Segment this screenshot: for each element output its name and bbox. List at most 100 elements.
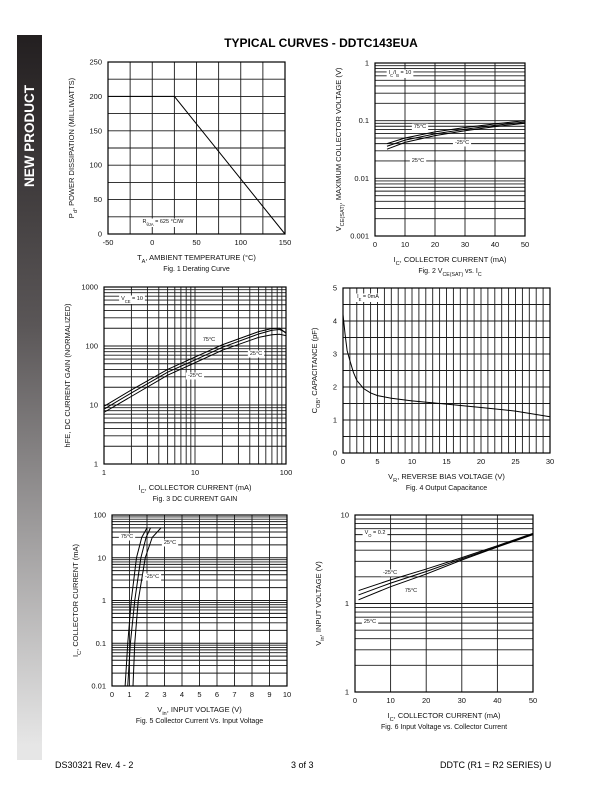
x-tick-label: 0 [341, 457, 345, 466]
plot-frame [111, 514, 288, 687]
x-axis-title: IC, COLLECTOR CURRENT (mA) [388, 711, 501, 723]
x-axis-title-part: C [141, 489, 145, 495]
x-tick-label: 8 [250, 690, 254, 699]
chart-annotation-part: I [357, 294, 359, 300]
y-axis-title-part: P [67, 213, 76, 218]
x-axis-title-part: V [388, 472, 393, 481]
footer-doc-number: DS30321 Rev. 4 - 2 [55, 760, 134, 770]
x-tick-label: 20 [431, 240, 439, 249]
annotation-background [161, 539, 179, 547]
y-tick-label: 150 [89, 126, 102, 135]
figure-caption: Fig. 1 Derating Curve [163, 266, 230, 273]
x-tick-label: 20 [477, 457, 485, 466]
x-axis-title: TA, AMBIENT TEMPERATURE (°C) [137, 253, 256, 265]
x-tick-label: 0 [150, 238, 154, 247]
y-axis-title-part: , POWER DISSIPATION (MILLIWATTS) [67, 77, 76, 210]
figure-caption: Fig. 6 Input Voltage vs. Collector Curre… [381, 724, 507, 731]
chart-annotation: 25°C [412, 158, 424, 164]
series-line [132, 527, 162, 687]
plot-frame [342, 287, 551, 454]
y-tick-label: 1 [345, 688, 349, 697]
footer-series: DDTC (R1 = R2 SERIES) U [440, 760, 552, 770]
x-tick-label: 1 [127, 690, 131, 699]
figure-caption: Fig. 3 DC CURRENT GAIN [153, 496, 238, 503]
y-axis-title-part: C [310, 407, 319, 413]
x-tick-label: 50 [192, 238, 200, 247]
y-tick-label: 10 [98, 553, 106, 562]
x-tick-label: 10 [283, 690, 291, 699]
chart-annotation: IE = 0mA [357, 294, 379, 302]
y-tick-label: 2 [333, 383, 337, 392]
series-line [103, 329, 287, 410]
y-tick-label: 0.001 [350, 232, 369, 241]
chart-annotation-part: = 625 °C/W [154, 219, 185, 225]
y-tick-label: 10 [341, 511, 349, 520]
series-line [386, 122, 526, 150]
x-tick-label: 5 [197, 690, 201, 699]
chart-fig-6: 0 10 20 30 40 50 1 1 10 IC, COLLECTOR CURRENT (mA… [314, 511, 537, 732]
chart-annotation: RθJA = 625 °C/W [143, 219, 185, 227]
y-axis-title: COB, CAPACITANCE (pF) [310, 327, 322, 413]
chart-annotation-part: V [121, 296, 125, 302]
y-axis-title-part: , INPUT VOLTAGE (V) [314, 561, 323, 637]
x-axis-title-part: , INPUT VOLTAGE (V) [167, 705, 243, 714]
x-tick-label: 7 [232, 690, 236, 699]
figure-caption-part: vs. I [463, 268, 478, 275]
chart-annotation-part: θJA [147, 222, 154, 227]
y-tick-label: 1 [345, 599, 349, 608]
series-line [103, 327, 287, 407]
y-axis-title-part: I [71, 655, 80, 657]
x-axis-title-part: T [137, 253, 142, 262]
plot-frame [354, 514, 534, 693]
series-line [103, 333, 287, 413]
x-axis-title-part: in [162, 711, 166, 717]
chart-annotation-part: 25°C [164, 540, 176, 546]
y-axis-title-part: CE(SAT) [340, 204, 346, 226]
figure-caption: Fig. 5 Collector Current Vs. Input Volta… [136, 718, 263, 725]
chart-annotation: -25°C [455, 140, 469, 146]
y-tick-label: 50 [94, 195, 102, 204]
chart-annotation: IC/IB = 10 [389, 70, 412, 78]
y-tick-label: 1 [333, 416, 337, 425]
y-tick-label: 1 [365, 59, 369, 68]
chart-annotation-part: C [390, 73, 393, 78]
y-tick-label: 100 [93, 511, 106, 520]
y-axis-title-part: , MAXIMUM COLLECTOR VOLTAGE (V) [334, 67, 343, 204]
y-axis-title-part: in [320, 636, 326, 640]
annotation-background [140, 218, 187, 227]
page-title: TYPICAL CURVES - DDTC143EUA [224, 36, 418, 50]
figure-caption: Fig. 2 VCE(SAT) vs. IC [418, 268, 482, 278]
x-tick-label: 30 [461, 240, 469, 249]
y-axis-title: Pd, POWER DISSIPATION (MILLIWATTS) [67, 77, 79, 218]
y-axis-title: Vin, INPUT VOLTAGE (V) [314, 561, 326, 646]
x-tick-label: 0 [110, 690, 114, 699]
x-tick-label: 10 [191, 468, 199, 477]
x-tick-label: 50 [521, 240, 529, 249]
series-line [358, 534, 534, 601]
chart-annotation: 75°C [405, 588, 417, 594]
y-axis-title-part: , COLLECTOR CURRENT (mA) [71, 544, 80, 651]
chart-annotation-part: = 10 [131, 296, 143, 302]
x-tick-label: 6 [215, 690, 219, 699]
x-axis-title-part: A [142, 259, 146, 265]
annotation-background [362, 529, 388, 538]
chart-annotation-part: B [396, 73, 399, 78]
annotation-background [118, 533, 136, 541]
plot-frame [103, 286, 287, 465]
chart-annotation-part: 75°C [414, 124, 426, 130]
chart-annotation-part: R [143, 219, 147, 225]
chart-annotation-part: = 10 [399, 70, 411, 76]
y-tick-label: 3 [333, 350, 337, 359]
x-tick-label: 20 [422, 696, 430, 705]
y-tick-label: 0.1 [96, 639, 106, 648]
figure-caption-part: Fig. 2 V [418, 268, 442, 275]
y-tick-label: 0 [98, 230, 102, 239]
y-tick-label: 1000 [81, 283, 98, 292]
annotation-background [452, 139, 472, 147]
series-line [108, 95, 286, 235]
series-line [386, 120, 526, 145]
chart-annotation-part: 75°C [405, 588, 417, 594]
x-tick-label: 0 [373, 240, 377, 249]
plot-frame [107, 61, 286, 235]
